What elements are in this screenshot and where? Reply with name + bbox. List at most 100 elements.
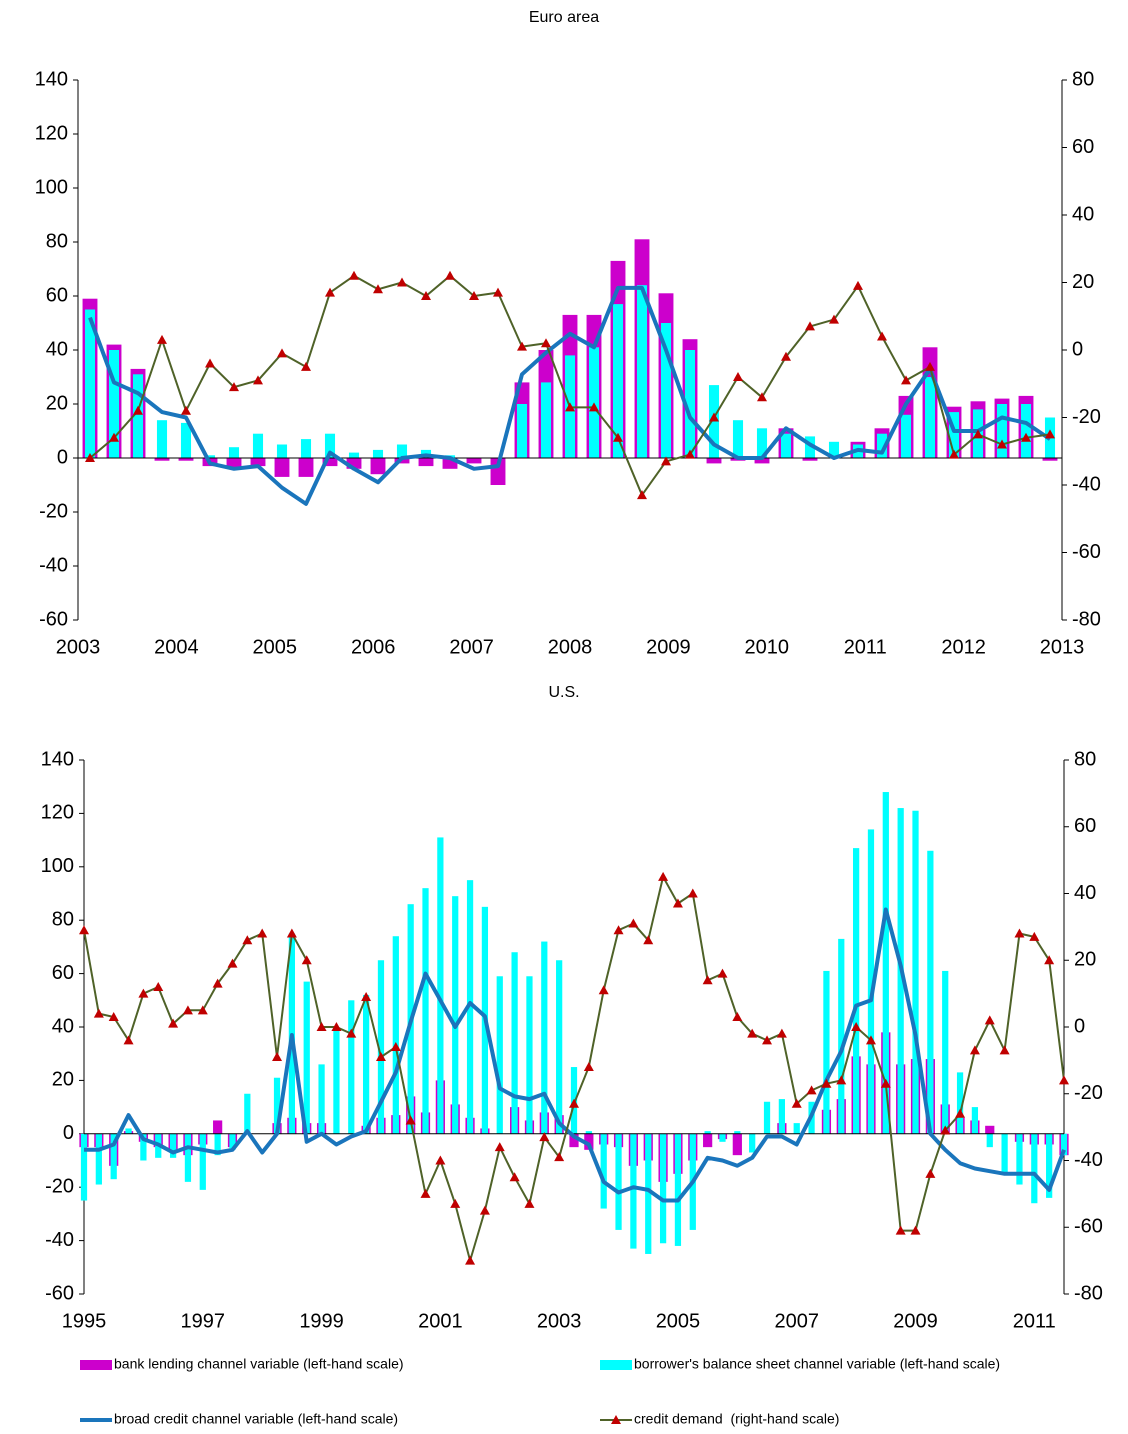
marker — [331, 1022, 342, 1031]
marker — [805, 321, 815, 331]
marker — [79, 925, 89, 935]
marker — [539, 1132, 550, 1142]
legend-label: bank lending channel variable (left-hand… — [114, 1356, 404, 1372]
marker — [687, 888, 698, 898]
bar — [804, 436, 816, 458]
line — [88, 285, 1052, 506]
legend-label: credit demand (right-hand scale) — [634, 1411, 839, 1427]
bar — [645, 1133, 652, 1254]
bar — [276, 444, 288, 458]
marker — [658, 871, 669, 881]
marker — [85, 453, 95, 462]
x-tick-label: 1995 — [62, 1310, 107, 1332]
bar — [169, 1133, 177, 1158]
x-tick-label: 2006 — [351, 636, 396, 658]
marker — [1044, 955, 1055, 965]
marker — [272, 1052, 283, 1062]
marker — [637, 490, 647, 500]
marker — [469, 291, 479, 300]
bar — [867, 829, 875, 1134]
x-tick-label: 2005 — [656, 1310, 701, 1332]
marker — [940, 1125, 951, 1135]
y-tick-label: 0 — [57, 446, 68, 468]
bar — [756, 428, 768, 458]
bar — [348, 452, 360, 458]
marker — [672, 898, 683, 908]
bar — [300, 439, 312, 458]
bar — [348, 1000, 355, 1134]
bar — [630, 1133, 637, 1249]
marker — [517, 341, 527, 351]
marker — [836, 1075, 847, 1085]
marker — [732, 1011, 743, 1021]
bar — [986, 1133, 993, 1148]
bar — [318, 1064, 325, 1134]
marker — [613, 925, 624, 935]
bar — [466, 880, 474, 1134]
bar — [346, 458, 362, 469]
y2-tick-label: -20 — [1072, 406, 1101, 428]
bar — [584, 1133, 594, 1150]
marker — [829, 314, 839, 324]
marker — [108, 1011, 119, 1021]
bar — [154, 458, 170, 461]
marker — [435, 1155, 446, 1165]
marker — [123, 1035, 134, 1045]
bar — [912, 810, 919, 1134]
y-tick-label: 0 — [63, 1122, 74, 1144]
marker — [182, 1005, 193, 1015]
x-tick-label: 2008 — [548, 636, 593, 658]
bar — [80, 1133, 88, 1201]
marker — [316, 1022, 327, 1031]
y2-tick-label: -80 — [1074, 1282, 1103, 1304]
x-tick-label: 2005 — [253, 636, 298, 658]
x-tick-label: 2011 — [1013, 1310, 1056, 1332]
bar — [732, 1133, 742, 1156]
bar — [363, 994, 370, 1134]
legend-label: borrower's balance sheet channel variabl… — [634, 1356, 1000, 1372]
marker — [685, 449, 695, 459]
marker — [999, 1045, 1010, 1055]
bar — [600, 1133, 607, 1209]
bar — [178, 458, 194, 461]
bar — [252, 433, 264, 458]
marker — [375, 1052, 386, 1062]
bar — [927, 850, 934, 1134]
y2-tick-label: -60 — [1072, 541, 1101, 563]
x-tick-label: 2003 — [56, 636, 101, 658]
bar — [437, 837, 444, 1134]
marker — [910, 1225, 921, 1235]
chart-title: U.S. — [548, 684, 579, 701]
y2-tick-label: 80 — [1072, 68, 1094, 90]
legend-label: broad credit channel variable (left-hand… — [114, 1411, 398, 1427]
bar — [615, 1133, 622, 1230]
marker — [301, 955, 312, 965]
y2-tick-label: -40 — [1074, 1149, 1103, 1171]
marker — [286, 928, 297, 938]
bar — [110, 1133, 117, 1180]
marker — [93, 1008, 104, 1018]
marker — [747, 1028, 758, 1038]
bar — [322, 458, 338, 467]
bar — [793, 1123, 800, 1134]
bar — [732, 420, 744, 458]
bar — [569, 1133, 579, 1148]
bar — [213, 1120, 223, 1134]
bar — [180, 422, 192, 458]
y2-tick-label: 0 — [1072, 338, 1083, 360]
bar — [244, 1093, 251, 1134]
marker — [757, 392, 767, 402]
marker — [153, 981, 164, 991]
marker — [969, 1045, 980, 1055]
marker — [524, 1198, 535, 1208]
bar — [659, 1133, 667, 1244]
y-tick-label: 80 — [46, 230, 68, 252]
bar — [511, 952, 518, 1134]
marker — [955, 1108, 966, 1118]
marker — [109, 432, 119, 442]
y-tick-label: 60 — [52, 962, 74, 984]
y-tick-label: 140 — [35, 68, 68, 90]
bar — [95, 1133, 102, 1185]
y2-tick-label: 0 — [1074, 1015, 1085, 1037]
marker — [925, 361, 935, 371]
